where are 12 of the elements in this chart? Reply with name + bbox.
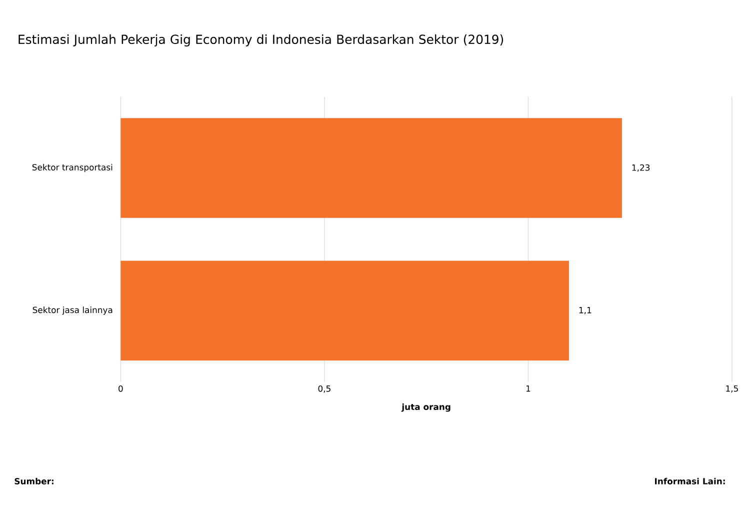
y-tick-label: Sektor jasa lainnya xyxy=(32,306,112,315)
x-axis-title: juta orang xyxy=(401,404,450,412)
x-tick-label: 1 xyxy=(526,386,530,392)
y-tick-label: Sektor transportasi xyxy=(32,164,112,172)
chart-title: Estimasi Jumlah Pekerja Gig Economy di Indonesia Berdasarkan Sektor (2019) xyxy=(18,34,504,47)
data-label: 1,1 xyxy=(579,307,592,314)
text: Informasi Lain: xyxy=(655,478,725,485)
x-tick-label: 0,5 xyxy=(318,386,330,393)
x-tick-label: 1,5 xyxy=(726,386,738,393)
x-tick-label: 0 xyxy=(118,386,123,392)
text: Sumber: xyxy=(14,478,54,485)
data-label: 1,23 xyxy=(632,164,650,172)
